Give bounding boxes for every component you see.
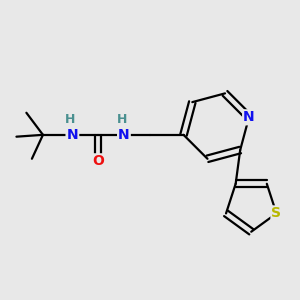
Text: N: N [243,110,255,124]
Text: N: N [118,128,130,142]
Text: H: H [65,113,76,126]
Text: O: O [92,154,104,168]
Text: H: H [117,113,127,126]
Text: N: N [67,128,78,142]
Text: S: S [272,206,281,220]
